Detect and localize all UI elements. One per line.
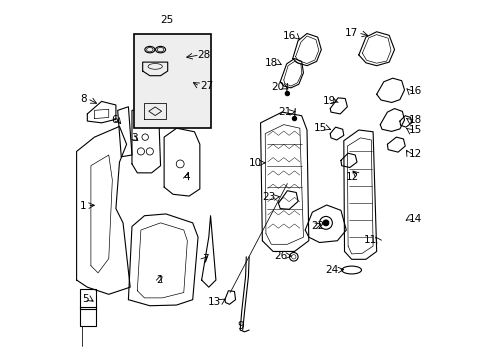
Text: 16: 16 <box>408 86 421 96</box>
Text: 2: 2 <box>156 275 163 285</box>
Text: 22: 22 <box>310 221 324 231</box>
Text: 7: 7 <box>202 254 208 264</box>
Text: 12: 12 <box>408 149 421 159</box>
Text: 28: 28 <box>197 50 210 60</box>
Text: 26: 26 <box>274 251 287 261</box>
Text: 12: 12 <box>345 172 358 182</box>
Text: 10: 10 <box>248 158 261 168</box>
Text: 25: 25 <box>160 15 173 25</box>
Text: 15: 15 <box>408 125 421 135</box>
Text: 8: 8 <box>81 94 87 104</box>
Text: 17: 17 <box>344 28 357 38</box>
Text: 23: 23 <box>262 192 275 202</box>
Text: 9: 9 <box>237 321 244 331</box>
Text: 27: 27 <box>200 81 213 91</box>
Text: 13: 13 <box>207 297 221 307</box>
Text: 18: 18 <box>264 58 278 68</box>
Text: 3: 3 <box>131 133 138 143</box>
Text: 14: 14 <box>408 213 421 224</box>
Bar <box>80 289 96 309</box>
Bar <box>80 307 96 327</box>
Text: 6: 6 <box>111 115 118 125</box>
Bar <box>141 100 169 123</box>
Text: 15: 15 <box>313 123 326 133</box>
Text: 11: 11 <box>364 235 377 245</box>
Text: 16: 16 <box>283 31 296 41</box>
Circle shape <box>285 91 289 96</box>
Bar <box>134 33 210 128</box>
Circle shape <box>292 116 296 121</box>
Text: 21: 21 <box>278 107 291 117</box>
Text: 24: 24 <box>324 265 337 275</box>
Text: 5: 5 <box>82 294 89 303</box>
Text: 18: 18 <box>408 115 421 125</box>
Text: 19: 19 <box>322 96 335 107</box>
Text: 4: 4 <box>183 172 189 182</box>
Text: 20: 20 <box>271 82 284 92</box>
Circle shape <box>323 220 328 226</box>
Text: 1: 1 <box>80 201 86 211</box>
